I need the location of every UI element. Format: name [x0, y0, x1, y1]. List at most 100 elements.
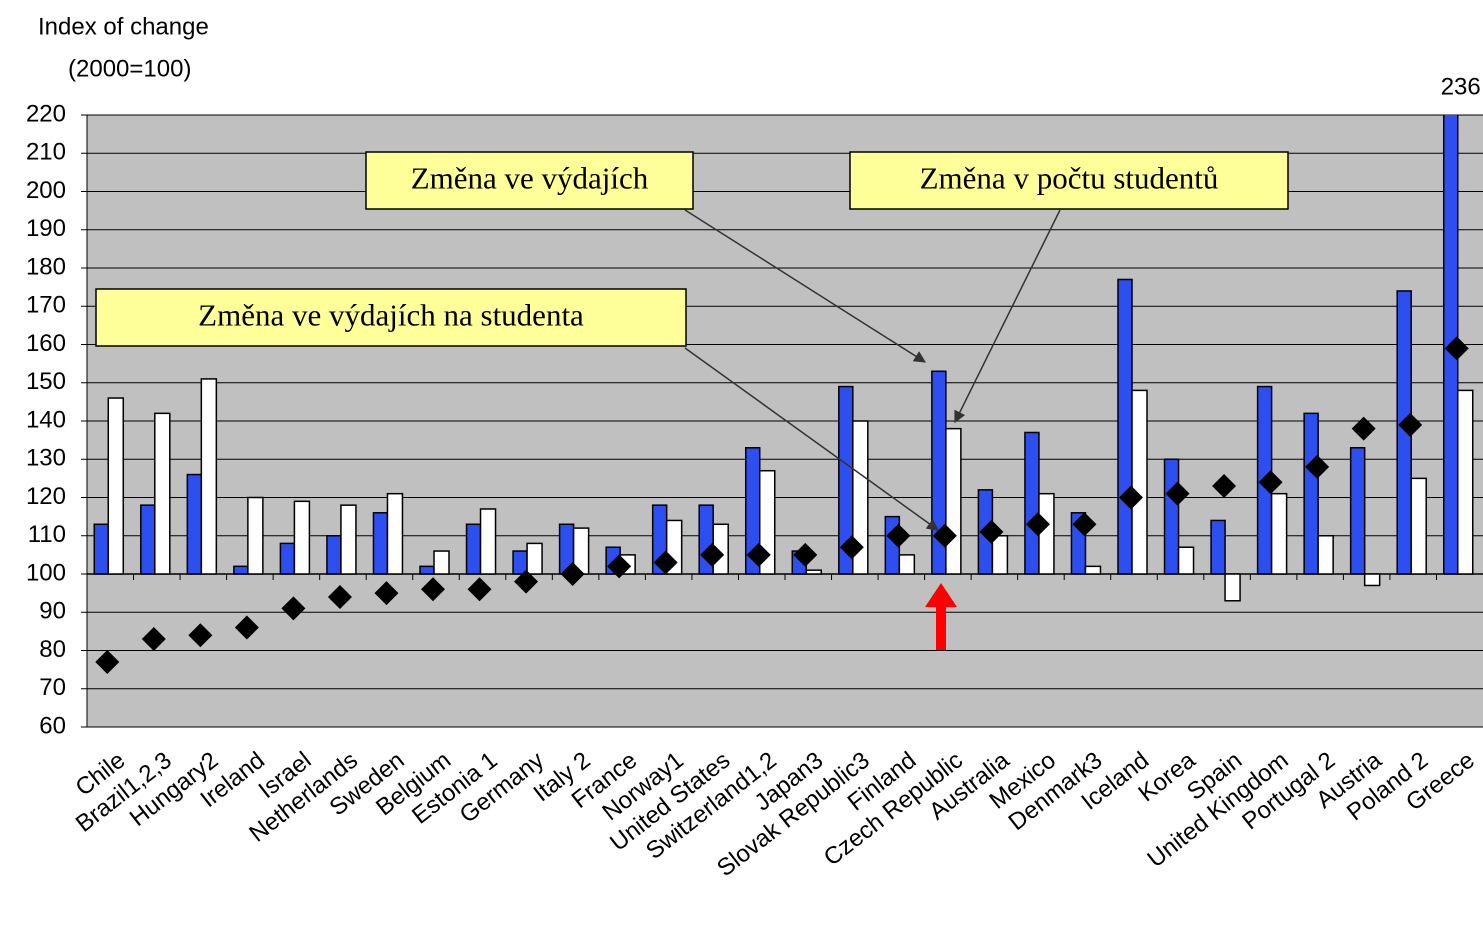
diamond-marker: [839, 535, 864, 560]
bar: [1163, 458, 1180, 575]
y-tick-label: 170: [26, 292, 66, 319]
annotation-box: [849, 151, 1289, 210]
diamond-marker: [607, 554, 632, 579]
diamond-marker: [1258, 470, 1283, 495]
diamond-marker: [421, 577, 445, 602]
bar: [154, 412, 171, 575]
annotation-text: Změna ve výdajích: [411, 161, 649, 196]
bar: [433, 550, 450, 575]
diamond-marker: [1165, 481, 1190, 506]
bar: [1363, 573, 1381, 587]
bar: [1024, 431, 1040, 575]
diamond-marker: [188, 623, 213, 648]
diamond-marker: [653, 550, 678, 575]
y-tick-label: 90: [39, 598, 66, 625]
y-tick-label: 100: [26, 559, 66, 586]
bar: [326, 535, 342, 575]
diamond-marker: [514, 569, 539, 594]
bar: [93, 523, 110, 575]
annotation-box: [95, 288, 687, 347]
diamond-marker: [374, 581, 399, 606]
annotation-arrow: [954, 209, 1061, 424]
y-axis-label: Index of change: [38, 13, 209, 40]
y-tick-label: 130: [26, 445, 66, 472]
bar: [372, 512, 389, 575]
bar: [1177, 546, 1195, 575]
annotation-arrow: [684, 347, 939, 531]
bar: [419, 565, 435, 575]
bar: [1131, 389, 1148, 575]
diamond-marker: [1351, 416, 1376, 441]
bar: [1442, 115, 1459, 575]
bar: [200, 378, 218, 575]
value-label: 236: [1441, 73, 1481, 100]
diamond-marker: [1025, 512, 1050, 537]
bar: [898, 554, 916, 575]
y-tick-label: 70: [39, 674, 66, 701]
bar: [1410, 477, 1427, 575]
bar: [1349, 447, 1366, 575]
diamond-marker: [560, 562, 585, 586]
y-axis-label: (2000=100): [68, 55, 191, 82]
y-tick-label: 60: [39, 712, 66, 739]
bar: [512, 550, 528, 575]
diamond-marker: [979, 519, 1004, 544]
bar: [293, 500, 311, 575]
bar: [1038, 492, 1055, 575]
y-tick-label: 110: [28, 521, 66, 548]
diamond-marker: [1305, 454, 1330, 479]
y-tick-label: 120: [26, 483, 66, 510]
y-tick-label: 210: [26, 139, 66, 166]
bar: [945, 427, 962, 575]
annotation-text: Změna v počtu studentů: [920, 161, 1219, 196]
highlight-arrow: [925, 583, 957, 650]
bar: [991, 535, 1009, 575]
bar: [1303, 412, 1319, 575]
bar: [107, 397, 125, 575]
bar: [233, 565, 249, 575]
bar: [279, 542, 296, 575]
bar: [340, 504, 357, 575]
bar: [526, 542, 543, 575]
bar: [1317, 535, 1334, 575]
bar: [1117, 278, 1133, 575]
annotation-text: Změna ve výdajích na studenta: [198, 298, 584, 333]
diamond-marker: [1444, 336, 1469, 361]
diamond-marker: [327, 584, 352, 609]
y-tick-label: 140: [26, 406, 66, 433]
diamond-marker: [793, 542, 818, 567]
bar: [1224, 573, 1241, 602]
y-tick-label: 150: [26, 368, 66, 395]
diamond-marker: [1119, 485, 1143, 510]
diamond-marker: [467, 577, 492, 602]
y-tick-label: 220: [26, 100, 66, 127]
diamond-marker: [141, 627, 166, 652]
diamond-marker: [1398, 412, 1423, 437]
y-tick-label: 200: [26, 177, 66, 204]
diamond-marker: [886, 523, 911, 548]
diamond-marker: [1212, 474, 1237, 499]
bar: [186, 473, 203, 575]
y-tick-label: 80: [39, 636, 66, 663]
bar: [1210, 519, 1226, 575]
bar: [1270, 492, 1288, 575]
annotation-arrow: [684, 209, 927, 363]
bar: [465, 523, 482, 575]
diamond-marker: [746, 542, 771, 567]
diamond-marker: [234, 615, 259, 640]
bar: [386, 492, 404, 575]
y-tick-label: 190: [26, 215, 66, 242]
diamond-marker: [1072, 512, 1097, 537]
diamond-marker: [95, 649, 120, 674]
bar: [805, 569, 823, 575]
y-tick-label: 180: [26, 253, 66, 280]
bar: [247, 496, 264, 575]
bar: [1084, 565, 1102, 575]
y-tick-label: 160: [26, 330, 66, 357]
bar: [852, 420, 869, 575]
diamond-marker: [700, 542, 725, 567]
bar: [479, 508, 497, 575]
annotation-box: [365, 151, 694, 210]
bar: [1456, 389, 1474, 575]
